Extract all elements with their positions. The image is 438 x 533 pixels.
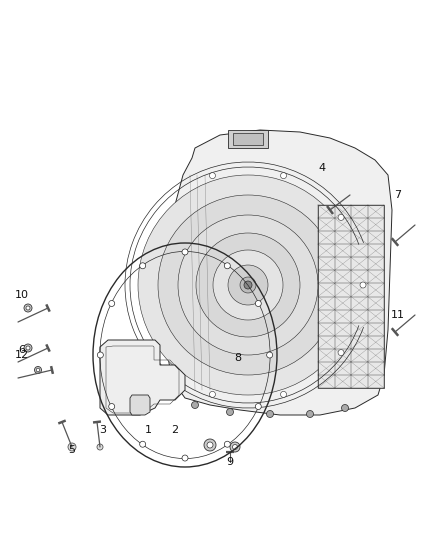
Text: 4: 4 [318,163,325,173]
Circle shape [24,304,32,312]
Circle shape [280,391,286,398]
Circle shape [182,455,188,461]
Circle shape [267,352,272,358]
Circle shape [207,442,213,448]
Circle shape [338,214,344,221]
Circle shape [255,301,261,306]
Bar [233,133,263,145]
Text: 3: 3 [99,425,106,435]
Circle shape [191,401,198,408]
Polygon shape [100,340,185,415]
Circle shape [209,173,215,179]
Circle shape [233,445,237,449]
Circle shape [204,439,216,451]
Circle shape [338,350,344,356]
Circle shape [307,410,314,417]
Circle shape [244,281,252,289]
Text: 9: 9 [226,457,233,467]
Circle shape [240,277,256,293]
Text: 5: 5 [68,445,75,455]
Polygon shape [130,395,150,415]
Circle shape [182,249,188,255]
Circle shape [209,391,215,398]
Circle shape [97,444,103,450]
Polygon shape [165,130,392,415]
Circle shape [24,344,32,352]
Circle shape [224,263,230,269]
Text: 11: 11 [391,310,405,320]
Circle shape [255,403,261,409]
Circle shape [26,306,30,310]
Circle shape [213,250,283,320]
Circle shape [224,441,230,447]
Polygon shape [228,130,268,148]
Circle shape [196,233,300,337]
Circle shape [140,441,146,447]
Polygon shape [318,205,384,388]
Circle shape [280,173,286,179]
Circle shape [109,301,115,306]
Circle shape [36,368,40,372]
Circle shape [228,265,268,305]
Circle shape [266,410,273,417]
Circle shape [360,282,366,288]
Circle shape [109,403,115,409]
Circle shape [240,359,244,365]
Circle shape [97,352,103,358]
Circle shape [226,408,233,416]
Text: 8: 8 [234,353,242,363]
Text: 1: 1 [145,425,152,435]
Text: 7: 7 [395,190,402,200]
Circle shape [35,367,42,374]
Text: 10: 10 [15,290,29,300]
Text: 6: 6 [18,345,25,355]
Circle shape [237,357,247,367]
Circle shape [68,443,76,451]
Text: 12: 12 [15,350,29,360]
Text: 2: 2 [171,425,179,435]
Circle shape [140,263,146,269]
Circle shape [178,215,318,355]
Circle shape [138,175,358,395]
Circle shape [26,346,30,350]
Circle shape [230,442,240,452]
Circle shape [342,405,349,411]
Circle shape [158,195,338,375]
